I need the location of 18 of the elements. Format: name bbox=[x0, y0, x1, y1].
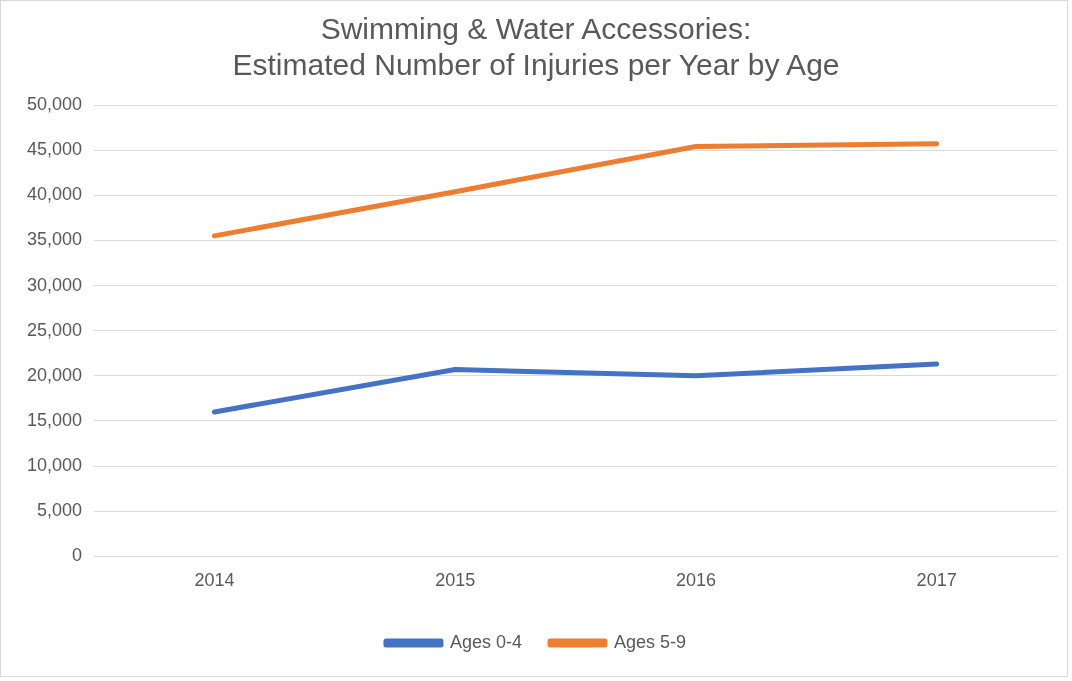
y-tick-label: 25,000 bbox=[26, 319, 83, 340]
y-tick-label: 30,000 bbox=[26, 274, 83, 295]
x-tick-label: 2015 bbox=[435, 570, 476, 591]
y-tick-label: 0 bbox=[72, 545, 83, 566]
legend-label: Ages 0-4 bbox=[449, 631, 522, 652]
y-tick-label: 5,000 bbox=[37, 500, 83, 521]
y-tick-label: 35,000 bbox=[26, 229, 83, 250]
x-tick-label: 2017 bbox=[916, 570, 957, 591]
legend-label: Ages 5-9 bbox=[614, 631, 687, 652]
y-tick-label: 15,000 bbox=[26, 409, 83, 430]
y-tick-label: 50,000 bbox=[26, 93, 83, 114]
x-tick-label: 2016 bbox=[675, 570, 716, 591]
x-tick-label: 2014 bbox=[194, 570, 235, 591]
y-tick-label: 20,000 bbox=[26, 364, 83, 385]
chart-title: Swimming & Water Accessories: Estimated Number of Injuries per Year by Age bbox=[232, 12, 840, 82]
y-tick-label: 10,000 bbox=[26, 455, 83, 476]
y-tick-label: 40,000 bbox=[26, 184, 83, 205]
y-tick-label: 45,000 bbox=[26, 139, 83, 160]
